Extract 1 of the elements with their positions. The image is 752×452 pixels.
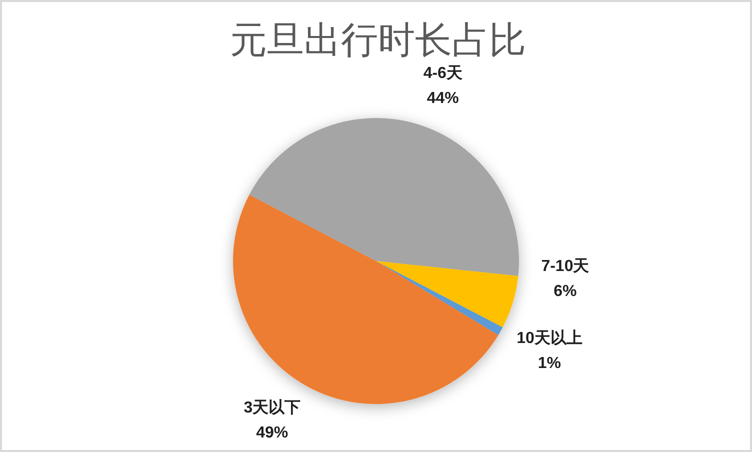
title: 元旦出行时长占比 (230, 20, 526, 60)
